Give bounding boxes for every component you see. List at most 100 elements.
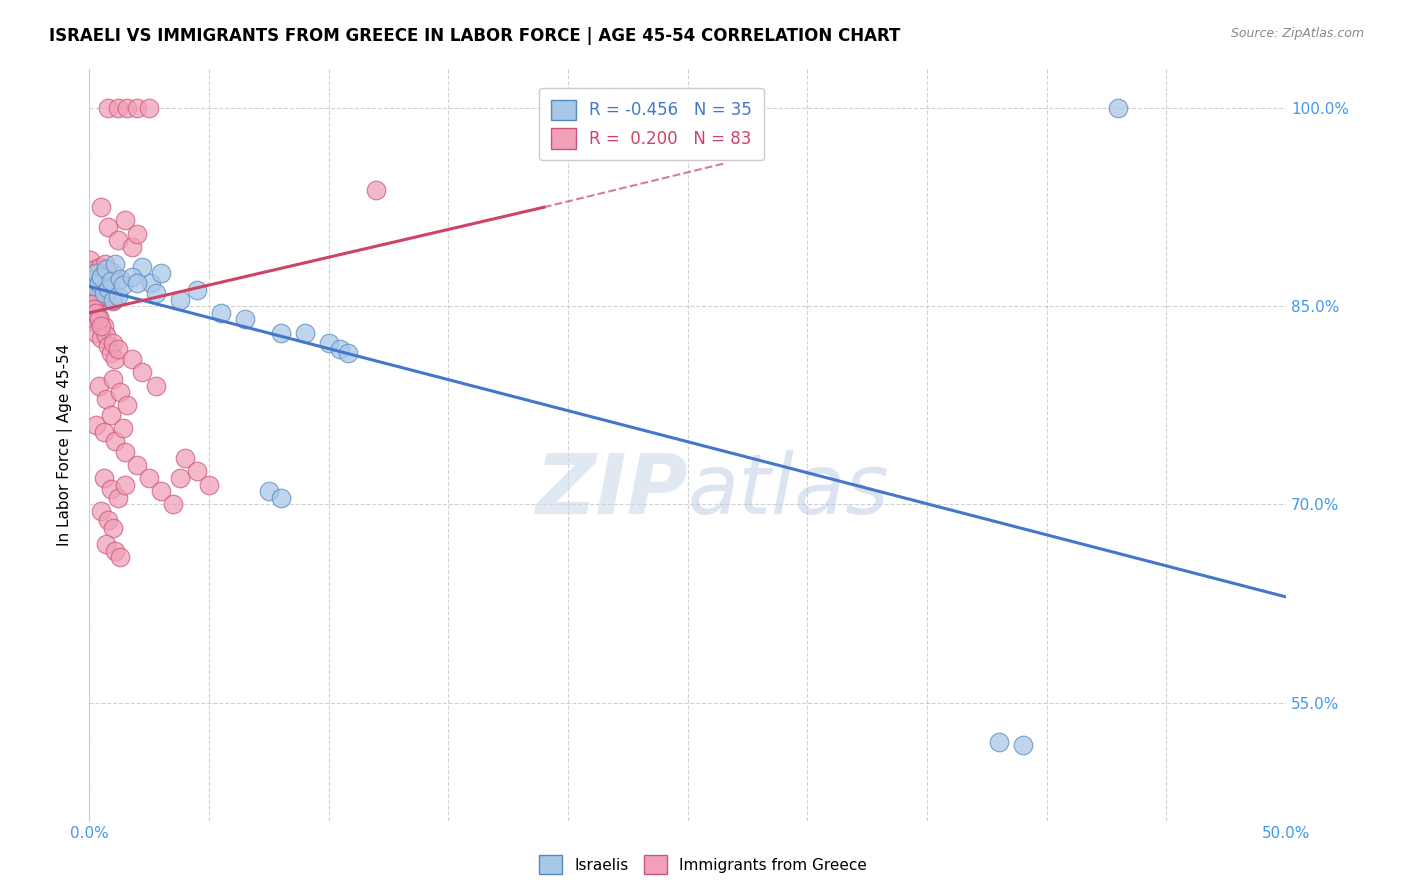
Point [91,274,114,288]
Point [1011,738,1033,752]
Point [93,425,115,439]
Point [107,233,129,247]
Point [114,477,136,491]
Text: atlas: atlas [688,450,889,531]
Point [83,315,105,329]
Legend: R = -0.456   N = 35, R =  0.200   N = 83: R = -0.456 N = 35, R = 0.200 N = 83 [540,88,763,161]
Point [97,339,120,353]
Point [93,286,115,301]
Text: Source: ZipAtlas.com: Source: ZipAtlas.com [1230,27,1364,40]
Point [125,458,148,472]
Legend: Israelis, Immigrants from Greece: Israelis, Immigrants from Greece [533,849,873,880]
Point [86,306,108,320]
Point [97,513,120,527]
Point [86,266,108,280]
Point [104,352,127,367]
Point [90,331,112,345]
Point [110,550,132,565]
Point [86,270,108,285]
Point [87,289,110,303]
Point [100,408,122,422]
Point [125,227,148,241]
Point [100,274,122,288]
Point [83,301,105,316]
Point [90,270,112,285]
Point [82,266,104,280]
Point [79,253,101,268]
Point [104,543,127,558]
Point [111,278,134,293]
Point [336,345,359,359]
Point [329,342,352,356]
Point [107,289,129,303]
Point [270,491,292,505]
Point [121,352,143,367]
Point [94,328,117,343]
Point [121,270,143,285]
Point [90,282,112,296]
Point [93,257,115,271]
Point [233,312,256,326]
Point [138,471,160,485]
Point [131,365,153,379]
Point [90,200,112,214]
Point [110,271,132,285]
Point [94,537,117,551]
Point [80,273,103,287]
Point [97,282,120,296]
Point [86,418,108,433]
Point [294,326,316,340]
Point [121,240,143,254]
Point [83,286,105,301]
Point [1107,101,1129,115]
Point [87,378,110,392]
Point [93,293,115,307]
Point [117,101,139,115]
Point [174,451,197,466]
Point [141,276,163,290]
Point [186,284,208,298]
Point [145,286,167,301]
Point [149,484,172,499]
Point [101,372,124,386]
Point [83,279,105,293]
Point [80,296,103,310]
Point [125,101,148,115]
Point [169,471,191,485]
Point [101,336,124,351]
Point [145,378,167,392]
Point [318,336,340,351]
Point [82,306,104,320]
Point [97,278,120,293]
Point [987,735,1010,749]
Point [87,312,110,326]
Point [93,319,115,334]
Point [100,345,122,359]
Text: ZIP: ZIP [534,450,688,531]
Point [97,220,120,235]
Point [257,484,280,499]
Point [96,271,118,285]
Point [366,183,388,197]
Point [79,312,101,326]
Point [101,293,124,308]
Point [101,521,124,535]
Point [104,434,127,448]
Point [87,310,110,324]
Point [131,260,153,274]
Point [94,289,117,303]
Point [110,385,132,400]
Point [107,342,129,356]
Point [114,213,136,227]
Point [114,444,136,458]
Point [93,471,115,485]
Point [209,306,232,320]
Point [101,265,124,279]
Point [198,477,221,491]
Point [162,498,184,512]
Point [97,101,120,115]
Point [80,273,103,287]
Point [270,326,292,340]
Point [100,284,122,298]
Point [90,504,112,518]
